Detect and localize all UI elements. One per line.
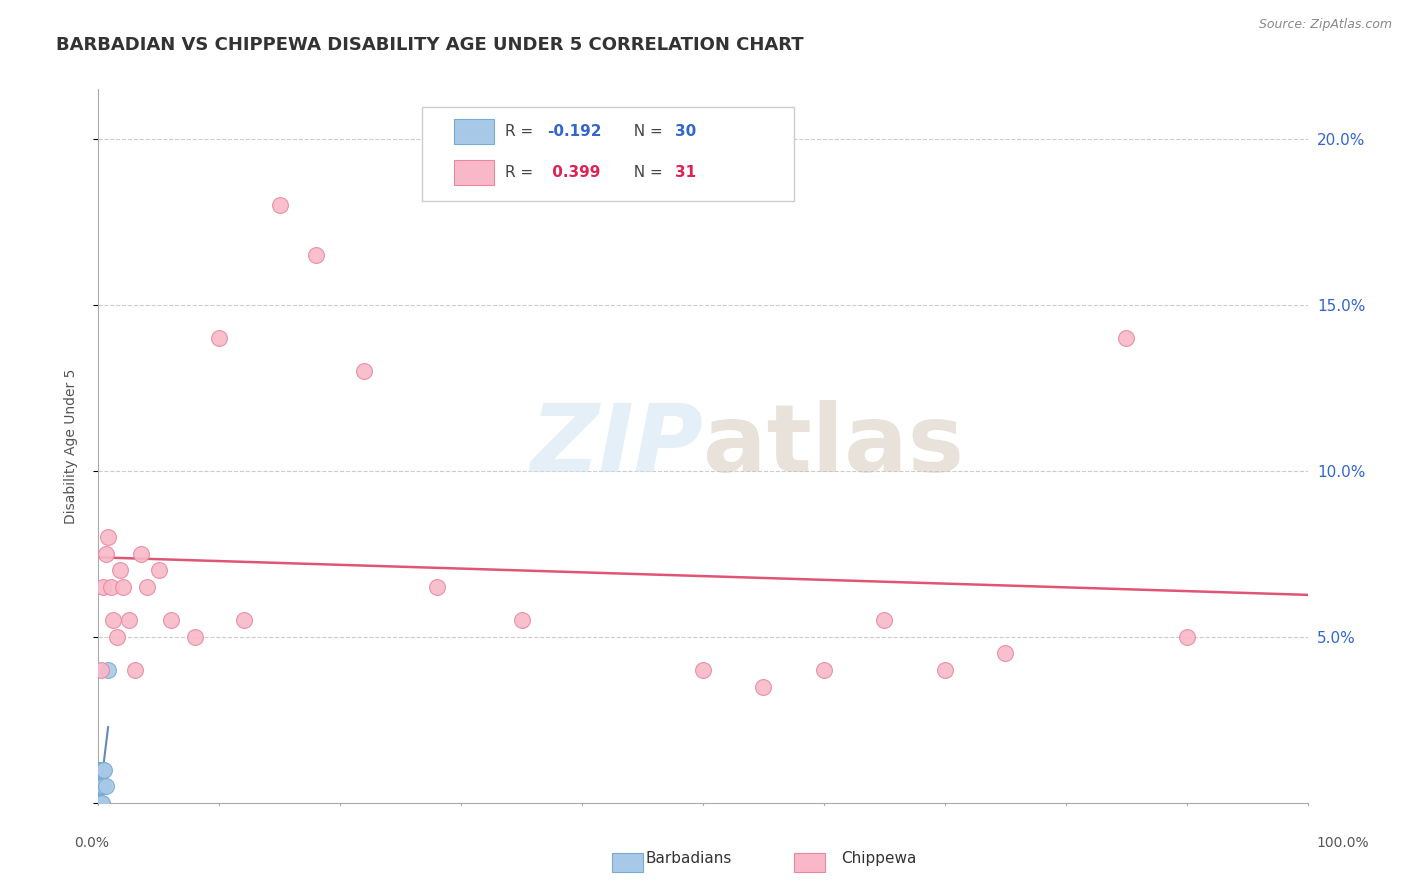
Point (91, 796, 114, 810)
Text: 31: 31 (675, 165, 696, 179)
Point (305, 248, 328, 262)
Point (124, 663, 146, 677)
Point (87, 796, 110, 810)
Point (101, 613, 124, 627)
Point (100, 580, 122, 594)
Point (97, 530, 120, 544)
Point (90, 663, 112, 677)
Text: R =: R = (505, 124, 538, 138)
Point (91, 763, 114, 777)
Text: BARBADIAN VS CHIPPEWA DISABILITY AGE UNDER 5 CORRELATION CHART: BARBADIAN VS CHIPPEWA DISABILITY AGE UND… (56, 36, 804, 54)
Point (87, 796, 110, 810)
Text: Source: ZipAtlas.com: Source: ZipAtlas.com (1258, 18, 1392, 31)
Point (94, 779, 117, 793)
Point (91, 779, 114, 793)
Text: ZIP: ZIP (530, 400, 703, 492)
Point (89, 779, 111, 793)
Point (934, 663, 956, 677)
Text: N =: N = (624, 124, 668, 138)
Point (94, 547, 117, 561)
Point (994, 647, 1017, 661)
Point (90, 779, 112, 793)
Point (510, 613, 533, 627)
Point (160, 613, 183, 627)
Text: Barbadians: Barbadians (645, 851, 733, 865)
Point (426, 580, 449, 594)
Point (208, 331, 231, 345)
Point (87, 796, 110, 810)
Point (752, 680, 775, 694)
Point (89, 763, 111, 777)
Text: -0.192: -0.192 (547, 124, 602, 138)
Point (353, 364, 375, 378)
Point (90, 796, 112, 810)
Point (91, 763, 114, 777)
Point (87, 796, 110, 810)
Point (93, 763, 115, 777)
Text: R =: R = (505, 165, 538, 179)
Point (813, 663, 835, 677)
Text: N =: N = (624, 165, 668, 179)
Point (89, 779, 111, 793)
Point (89, 796, 111, 810)
Point (89, 796, 111, 810)
Point (129, 547, 152, 561)
Point (232, 613, 254, 627)
Point (90, 763, 112, 777)
Text: 30: 30 (675, 124, 696, 138)
Point (692, 663, 714, 677)
Point (1115, 331, 1137, 345)
Point (87, 796, 110, 810)
Text: atlas: atlas (703, 400, 965, 492)
Point (269, 198, 291, 212)
Text: 0.399: 0.399 (547, 165, 600, 179)
Point (1175, 630, 1198, 644)
Point (148, 564, 170, 578)
Point (873, 613, 896, 627)
Point (90, 779, 112, 793)
Point (90, 796, 112, 810)
Point (89, 796, 111, 810)
Point (89, 763, 111, 777)
Point (87, 796, 110, 810)
Point (89, 779, 111, 793)
Text: 100.0%: 100.0% (1316, 836, 1369, 850)
Point (91, 580, 114, 594)
Point (91, 779, 114, 793)
Point (87, 796, 110, 810)
Point (97, 663, 120, 677)
Point (89, 796, 111, 810)
Y-axis label: Disability Age Under 5: Disability Age Under 5 (63, 368, 77, 524)
Point (118, 613, 141, 627)
Text: 0.0%: 0.0% (75, 836, 108, 850)
Point (184, 630, 207, 644)
Point (111, 580, 134, 594)
Point (89, 779, 111, 793)
Point (108, 564, 131, 578)
Text: Chippewa: Chippewa (841, 851, 917, 865)
Point (135, 580, 157, 594)
Point (105, 630, 128, 644)
